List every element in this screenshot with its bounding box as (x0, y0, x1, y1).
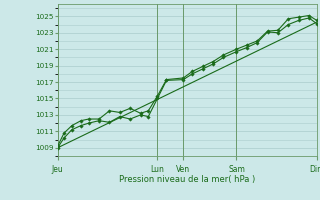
X-axis label: Pression niveau de la mer( hPa ): Pression niveau de la mer( hPa ) (119, 175, 255, 184)
